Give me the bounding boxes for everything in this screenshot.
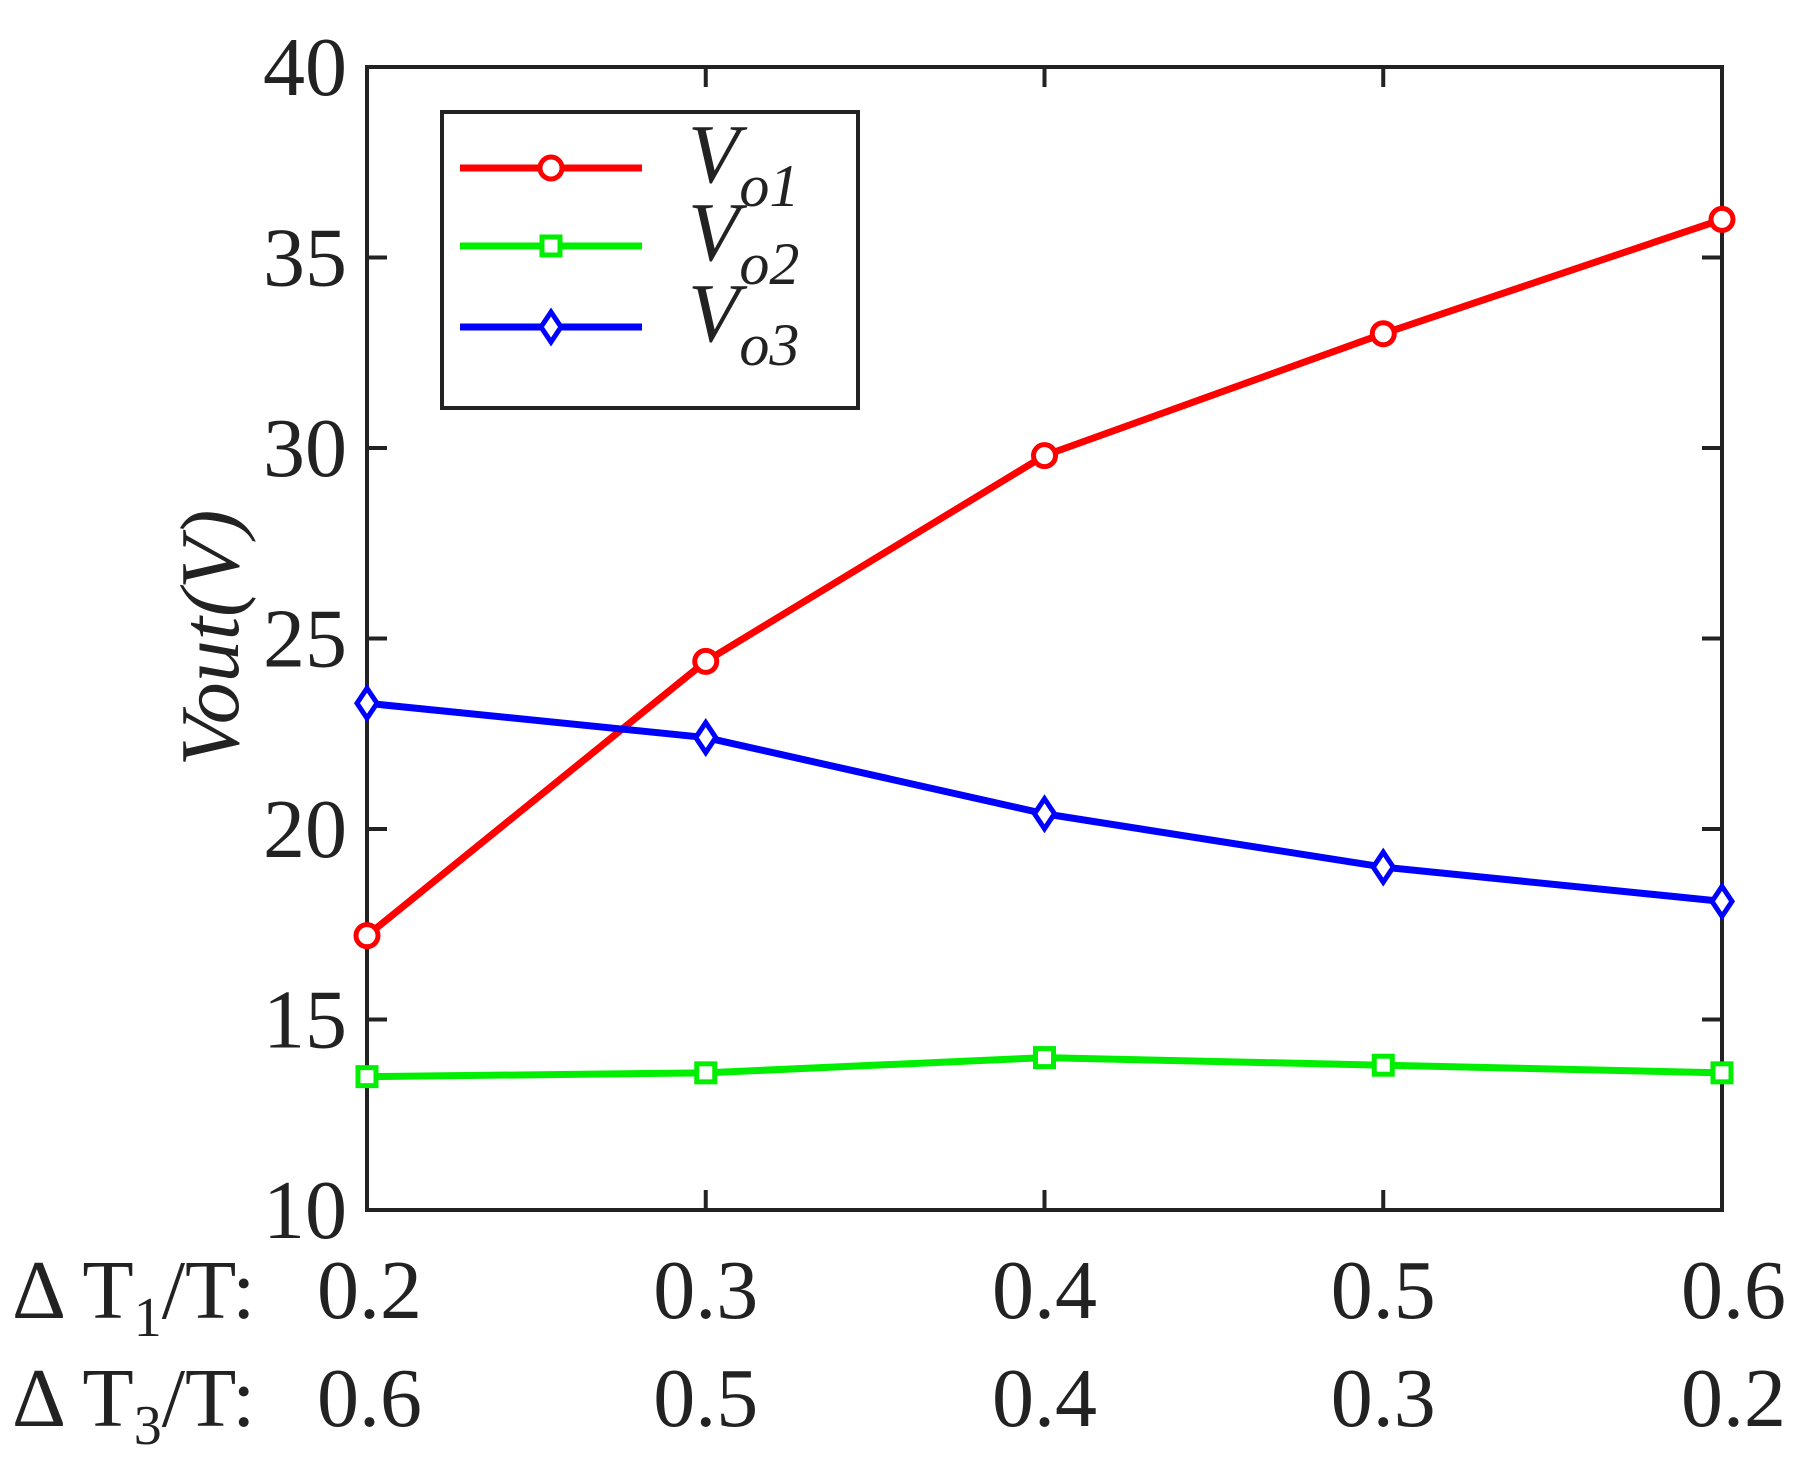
x-tick-label: 0.5 bbox=[1331, 1244, 1436, 1337]
legend-box bbox=[440, 110, 860, 410]
series-o2 bbox=[355, 1046, 1734, 1089]
y-tick-label: 20 bbox=[263, 783, 347, 876]
series-o1 bbox=[353, 205, 1736, 950]
data-point-o1 bbox=[692, 647, 720, 675]
x-tick-label: 0.5 bbox=[653, 1352, 758, 1445]
data-point-o1 bbox=[353, 922, 381, 950]
data-point-o2 bbox=[694, 1061, 718, 1085]
data-point-o3 bbox=[1370, 847, 1397, 887]
x-tick-label: 0.3 bbox=[1331, 1352, 1436, 1445]
data-point-o2 bbox=[1371, 1053, 1395, 1077]
x-tick-label: 0.2 bbox=[1681, 1352, 1786, 1445]
y-tick-label: 25 bbox=[263, 593, 347, 686]
data-point-o1 bbox=[1708, 205, 1736, 233]
y-tick-label: 10 bbox=[263, 1164, 347, 1257]
x-row-label-1: Δ T1/T: bbox=[12, 1244, 256, 1349]
data-point-o3 bbox=[1708, 881, 1736, 921]
legend-marker-o1 bbox=[537, 154, 565, 182]
legend-marker-o3 bbox=[537, 307, 565, 347]
legend-marker-o2 bbox=[539, 234, 563, 258]
x-tick-label: 0.4 bbox=[992, 1352, 1097, 1445]
x-tick-label: 0.3 bbox=[653, 1244, 758, 1337]
legend-entry-o2: Vo2 bbox=[688, 186, 799, 297]
y-tick-label: 15 bbox=[263, 974, 347, 1067]
data-point-o2 bbox=[1710, 1061, 1734, 1085]
y-tick-label: 40 bbox=[263, 21, 347, 114]
x-tick-label: 0.2 bbox=[317, 1244, 422, 1337]
data-point-o2 bbox=[1033, 1046, 1056, 1070]
legend-entry-o1: Vo1 bbox=[688, 108, 799, 219]
x-tick-label: 0.4 bbox=[992, 1244, 1097, 1337]
y-axis-label: Vout(V) bbox=[164, 510, 257, 767]
x-row-label-2: Δ T3/T: bbox=[12, 1352, 256, 1457]
y-tick-label: 30 bbox=[263, 402, 347, 495]
data-point-o2 bbox=[355, 1065, 379, 1089]
x-tick-label: 0.6 bbox=[317, 1352, 422, 1445]
data-point-o3 bbox=[692, 718, 719, 758]
data-point-o1 bbox=[1031, 442, 1058, 470]
data-point-o3 bbox=[1031, 794, 1058, 834]
data-point-o1 bbox=[1369, 320, 1397, 348]
x-tick-label: 0.6 bbox=[1681, 1244, 1786, 1337]
plot-area: 10 15 20 25 30 35 40 Δ T1/T: 0.2 0.3 0.4 0.5 0.6 Δ T3… bbox=[12, 21, 1786, 1457]
y-tick-label: 35 bbox=[263, 212, 347, 305]
data-point-o3 bbox=[353, 683, 381, 723]
series-o3 bbox=[353, 683, 1736, 921]
legend-entry-o3: Vo3 bbox=[688, 267, 799, 378]
